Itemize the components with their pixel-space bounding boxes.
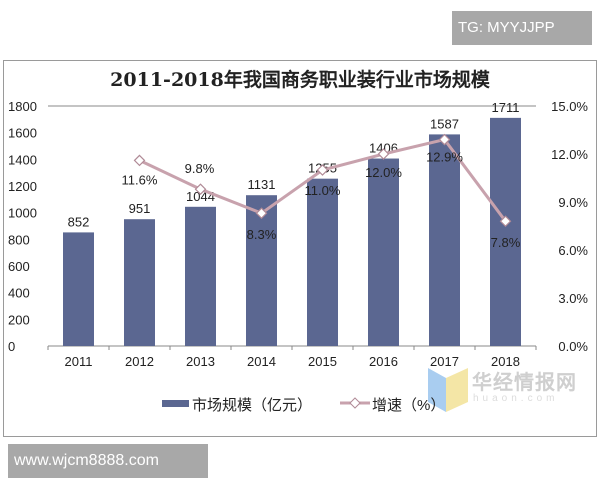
growth-marker-2018 bbox=[499, 215, 512, 228]
left-tick-label: 1800 bbox=[8, 99, 37, 114]
growth-data-label: 9.8% bbox=[185, 161, 215, 176]
watermark-www: www.wjcm8888.com bbox=[8, 444, 208, 478]
growth-data-label: 11.6% bbox=[122, 172, 158, 187]
x-tick-label: 2018 bbox=[491, 354, 520, 369]
legend-line-label: 增速（%） bbox=[372, 397, 445, 414]
right-tick-label: 3.0% bbox=[558, 291, 588, 306]
left-tick-label: 0 bbox=[8, 339, 15, 354]
bar-2016 bbox=[368, 158, 399, 346]
left-tick-label: 200 bbox=[8, 312, 30, 327]
brand-watermark-cn: 华经情报网 bbox=[472, 372, 577, 394]
x-tick-label: 2012 bbox=[125, 354, 154, 369]
left-tick-label: 1200 bbox=[8, 179, 37, 194]
bar-2011 bbox=[63, 232, 94, 346]
growth-marker-2012 bbox=[133, 154, 146, 167]
right-tick-label: 15.0% bbox=[551, 99, 588, 114]
growth-marker-2013 bbox=[194, 183, 207, 196]
right-tick-label: 12.0% bbox=[551, 147, 588, 162]
bar-2012 bbox=[124, 219, 155, 346]
brand-watermark-en: huaon.com bbox=[473, 393, 559, 404]
x-tick-label: 2014 bbox=[247, 354, 276, 369]
growth-data-label: 12.0% bbox=[365, 165, 402, 180]
growth-marker-2017 bbox=[438, 133, 451, 146]
left-tick-label: 1600 bbox=[8, 126, 37, 141]
left-tick-label: 400 bbox=[8, 286, 30, 301]
x-tick-label: 2015 bbox=[308, 354, 337, 369]
growth-marker-2016 bbox=[377, 148, 390, 160]
bar-data-label: 1587 bbox=[430, 116, 459, 131]
bar-2014 bbox=[246, 195, 277, 346]
bar-data-label: 1131 bbox=[248, 177, 276, 192]
bar-2013 bbox=[185, 206, 216, 346]
growth-data-label: 7.8% bbox=[491, 235, 521, 250]
growth-data-label: 11.0% bbox=[305, 183, 341, 198]
bar-data-label: 951 bbox=[129, 201, 151, 216]
brand-logo-icon bbox=[428, 368, 468, 412]
right-tick-label: 6.0% bbox=[558, 243, 588, 258]
right-tick-label: 0.0% bbox=[558, 339, 588, 354]
left-tick-label: 1400 bbox=[8, 152, 37, 167]
legend-line-marker bbox=[349, 397, 361, 409]
bar-2017 bbox=[429, 134, 460, 346]
left-tick-label: 600 bbox=[8, 259, 30, 274]
legend-bar-label: 市场规模（亿元） bbox=[192, 397, 312, 414]
right-tick-label: 9.0% bbox=[558, 195, 588, 210]
x-tick-label: 2016 bbox=[369, 354, 398, 369]
watermark-tg: TG: MYYJJPP bbox=[452, 11, 592, 45]
bar-2015 bbox=[307, 178, 338, 346]
left-tick-label: 800 bbox=[8, 232, 30, 247]
chart-title: 2011-2018年我国商务职业装行业市场规模 bbox=[110, 68, 491, 91]
x-tick-label: 2013 bbox=[186, 354, 215, 369]
x-tick-label: 2017 bbox=[430, 354, 459, 369]
growth-marker-2014 bbox=[255, 207, 268, 220]
left-tick-label: 1000 bbox=[8, 206, 37, 221]
bar-data-label: 1711 bbox=[492, 100, 520, 115]
x-tick-label: 2011 bbox=[65, 354, 93, 369]
growth-data-label: 12.9% bbox=[426, 150, 463, 165]
legend-bar-swatch bbox=[162, 400, 189, 407]
growth-marker-2015 bbox=[316, 164, 329, 176]
bar-2018 bbox=[490, 117, 521, 346]
growth-data-label: 8.3% bbox=[247, 227, 277, 242]
bar-data-label: 852 bbox=[68, 214, 90, 229]
chart-frame bbox=[3, 60, 597, 437]
